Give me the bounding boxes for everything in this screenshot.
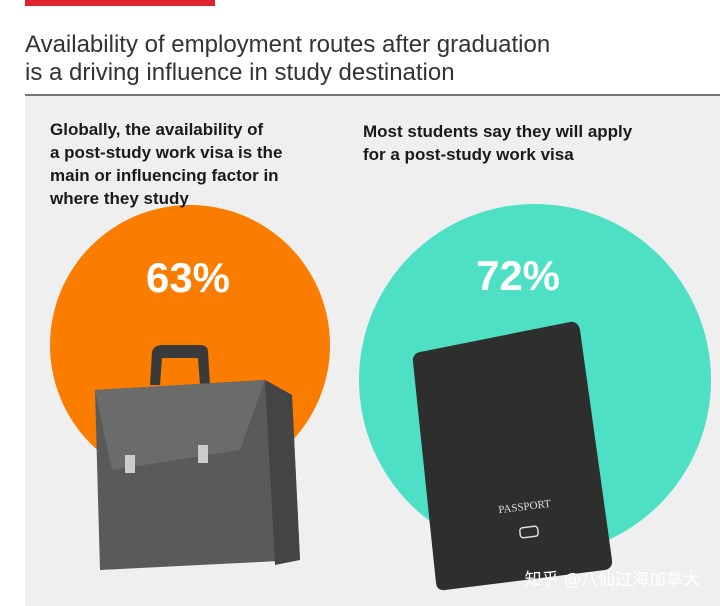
rule (25, 94, 720, 96)
panel-text: for a post-study work visa (363, 145, 574, 164)
stat: 72% (476, 252, 560, 299)
passport: PASSPORT (412, 321, 613, 591)
panel-text: main or influencing factor in (50, 166, 279, 185)
panel-text: Most students say they will apply (363, 122, 633, 141)
watermark: 知乎 @八仙过海加拿大 (525, 569, 700, 590)
briefcase (95, 345, 300, 570)
title-line: Availability of employment routes after … (25, 31, 550, 58)
panel-text: Globally, the availability of (50, 120, 264, 139)
panel-text: a post-study work visa is the (50, 143, 282, 162)
accent-bar (25, 0, 215, 6)
stat: 63% (146, 254, 230, 301)
panel-text: where they study (49, 189, 189, 208)
title-line: is a driving influence in study destinat… (25, 59, 455, 86)
